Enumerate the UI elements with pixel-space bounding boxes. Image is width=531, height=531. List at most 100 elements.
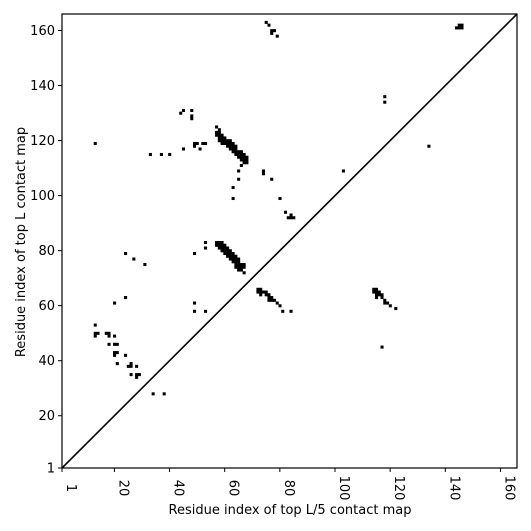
x-tick-label: 160 (501, 476, 516, 501)
contact-cell (215, 243, 219, 247)
contact-cell (135, 375, 139, 379)
y-tick-label: 100 (30, 189, 55, 204)
contact-cell (275, 301, 279, 305)
contact-cell (239, 163, 243, 168)
contact-cell (234, 260, 238, 264)
contact-cell (237, 150, 241, 154)
contact-cell (286, 216, 290, 220)
contact-cell (242, 263, 246, 267)
contact-cell (223, 246, 227, 250)
contact-cell (223, 252, 227, 256)
contact-cell (159, 152, 163, 156)
contact-cell (270, 298, 274, 302)
x-axis-label: Residue index of top L/5 contact map (169, 503, 412, 518)
contact-cell (129, 362, 133, 366)
contact-cell (104, 331, 108, 335)
contact-cell (231, 254, 235, 258)
contact-cell (226, 139, 230, 143)
contact-cell (215, 125, 219, 129)
contact-cell (220, 133, 224, 137)
contact-cell (374, 287, 379, 291)
contact-cell (107, 342, 111, 346)
contact-cell (231, 257, 235, 261)
contact-cells (93, 20, 464, 396)
contact-cell (228, 147, 232, 151)
contact-cell (135, 373, 139, 377)
contact-cell (242, 161, 246, 165)
contact-cell (124, 296, 128, 300)
contact-cell (383, 100, 387, 104)
y-axis-label: Residue index of top L contact map (14, 127, 29, 357)
contact-cell (383, 301, 387, 305)
contact-cell (239, 152, 243, 156)
contact-cell (239, 265, 243, 269)
contact-cell (245, 158, 249, 162)
contact-cell (220, 136, 224, 140)
contact-cell (231, 260, 235, 264)
contact-cell (217, 246, 221, 250)
contact-cell (231, 141, 235, 145)
contact-cell (217, 243, 221, 247)
contact-cell (93, 323, 97, 327)
contact-cell (113, 342, 117, 346)
contact-cell (245, 155, 249, 159)
contact-cell (107, 334, 111, 338)
contact-cell (234, 150, 238, 154)
contact-cell (201, 141, 205, 145)
contact-cell (93, 331, 97, 335)
contact-cell (386, 301, 390, 305)
contact-cell (115, 342, 119, 346)
contact-cell (270, 31, 274, 35)
contact-cell (278, 304, 282, 308)
y-tick-label: 80 (38, 244, 55, 259)
contact-cell (239, 150, 243, 154)
x-tick-label: 20 (115, 480, 130, 497)
contact-cell (460, 26, 464, 30)
contact-cell (374, 290, 379, 294)
contact-cell (129, 373, 133, 377)
contact-cell (289, 309, 293, 313)
contact-cell (270, 29, 274, 33)
contact-cell (394, 307, 398, 311)
contact-cell (135, 364, 139, 368)
contact-cell (242, 271, 246, 275)
contact-cell (289, 216, 293, 220)
contact-cell (223, 136, 227, 140)
contact-cell (223, 249, 227, 253)
x-axis: 1 20 40 60 80 100 120 140 160 (61, 468, 516, 501)
diagonal-line (61, 13, 518, 469)
contact-cell (234, 263, 238, 267)
x-tick-label: 80 (281, 480, 296, 497)
contact-cell (261, 172, 265, 176)
contact-cell (234, 265, 238, 269)
contact-cell (267, 23, 271, 27)
contact-cell (223, 243, 227, 247)
contact-cell (380, 345, 384, 349)
contact-cell (457, 26, 461, 30)
contact-cell (220, 249, 224, 253)
contact-cell (129, 364, 133, 368)
contact-cell (192, 301, 197, 305)
contact-cell (460, 23, 464, 27)
contact-cell (231, 144, 235, 148)
contact-cell (215, 133, 219, 137)
contact-cell (126, 364, 130, 368)
contact-cell (226, 252, 230, 256)
y-tick-label: 20 (38, 409, 55, 424)
contact-cell (231, 147, 235, 151)
contact-cell (264, 290, 268, 294)
contact-cell (457, 23, 461, 27)
x-tick-label: 120 (391, 476, 406, 501)
contact-cell (190, 114, 194, 118)
x-tick-label: 100 (336, 476, 351, 501)
contact-cell (181, 147, 186, 151)
contact-cell (228, 257, 232, 261)
contact-cell (124, 252, 128, 256)
x-tick-label: 60 (226, 480, 241, 497)
contact-cell (137, 373, 141, 377)
x-tick-label: 140 (446, 476, 461, 501)
contact-cell (143, 263, 147, 267)
contact-cell (237, 260, 241, 264)
contact-cell (113, 351, 117, 355)
y-tick-label: 1 (47, 462, 55, 477)
